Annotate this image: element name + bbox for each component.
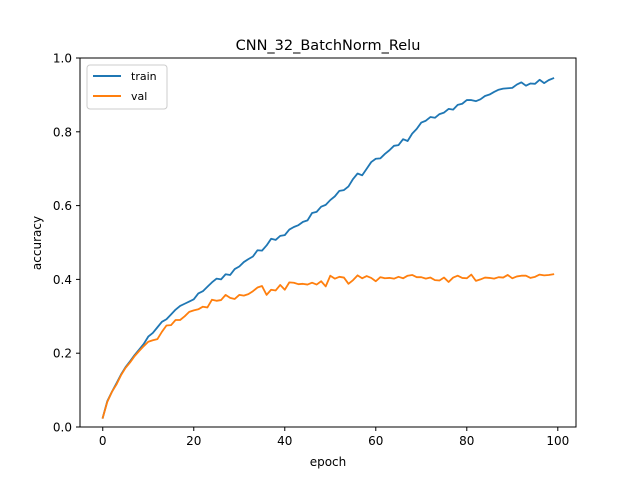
axes-frame	[79, 57, 577, 428]
train-series-line	[101, 77, 555, 419]
legend-val-label: val	[131, 90, 147, 103]
legend: train val	[86, 64, 168, 110]
x-tick-label: 40	[277, 434, 292, 448]
val-series-line	[101, 273, 555, 419]
y-tick-label: 0.6	[53, 199, 72, 213]
y-axis-ticks: 0.0 0.2 0.4 0.6 0.8 1.0	[53, 52, 80, 435]
x-tick-label: 60	[368, 434, 383, 448]
y-tick-label: 0.0	[53, 421, 72, 435]
x-tick-label: 100	[546, 434, 569, 448]
legend-train-label: train	[131, 70, 157, 83]
plot-area	[101, 77, 555, 419]
x-tick-label: 0	[99, 434, 107, 448]
y-axis-label: accuracy	[30, 216, 44, 270]
y-tick-label: 0.8	[53, 125, 72, 139]
y-tick-label: 0.2	[53, 347, 72, 361]
x-axis-label: epoch	[310, 455, 347, 469]
x-tick-label: 20	[186, 434, 201, 448]
x-axis-ticks: 0 20 40 60 80 100	[99, 427, 569, 448]
y-tick-label: 0.4	[53, 273, 72, 287]
x-tick-label: 80	[459, 434, 474, 448]
chart-title: CNN_32_BatchNorm_Relu	[236, 38, 421, 54]
y-tick-label: 1.0	[53, 52, 72, 66]
